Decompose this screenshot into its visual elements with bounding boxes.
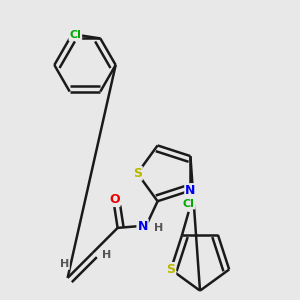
Text: N: N	[137, 220, 148, 233]
Text: Cl: Cl	[69, 30, 81, 40]
Text: S: S	[133, 167, 142, 180]
Text: O: O	[109, 193, 120, 206]
Text: S: S	[166, 263, 175, 276]
Text: Cl: Cl	[183, 199, 195, 208]
Text: N: N	[185, 184, 196, 197]
Text: H: H	[154, 223, 163, 233]
Text: H: H	[60, 259, 69, 269]
Text: H: H	[102, 250, 111, 260]
